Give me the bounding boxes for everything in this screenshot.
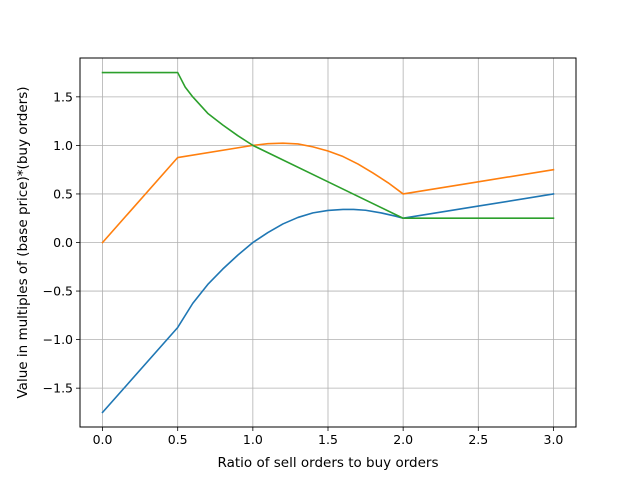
y-tick-label: 0.0	[53, 235, 73, 250]
grid	[80, 58, 576, 427]
y-tick-label: 1.0	[53, 138, 73, 153]
series-line-3	[101, 71, 555, 220]
series-line-2	[101, 142, 555, 244]
y-tick-label: 0.5	[53, 186, 73, 201]
series-lines	[101, 71, 555, 414]
x-tick-label: 0.5	[168, 432, 188, 447]
x-tick-label: 3.0	[544, 432, 564, 447]
x-tick-label: 2.5	[468, 432, 488, 447]
y-tick-label: −0.5	[43, 284, 73, 299]
y-tick-label: 1.5	[53, 89, 73, 104]
y-tick-label: −1.0	[43, 332, 73, 347]
x-tick-label: 1.0	[243, 432, 263, 447]
x-axis-label: Ratio of sell orders to buy orders	[218, 455, 439, 471]
x-tick-label: 2.0	[393, 432, 413, 447]
y-tick-label: −1.5	[43, 381, 73, 396]
x-tick-label: 0.0	[93, 432, 113, 447]
series-line-1	[101, 193, 555, 414]
x-tick-label: 1.5	[318, 432, 338, 447]
y-axis-label: Value in multiples of (base price)*(buy …	[15, 86, 31, 398]
ticks: 0.0 0.5 1.0 1.5 2.0 2.5 3.0 −1.5 −1.0 −0.5 0.0 0.5 1…	[43, 89, 564, 447]
